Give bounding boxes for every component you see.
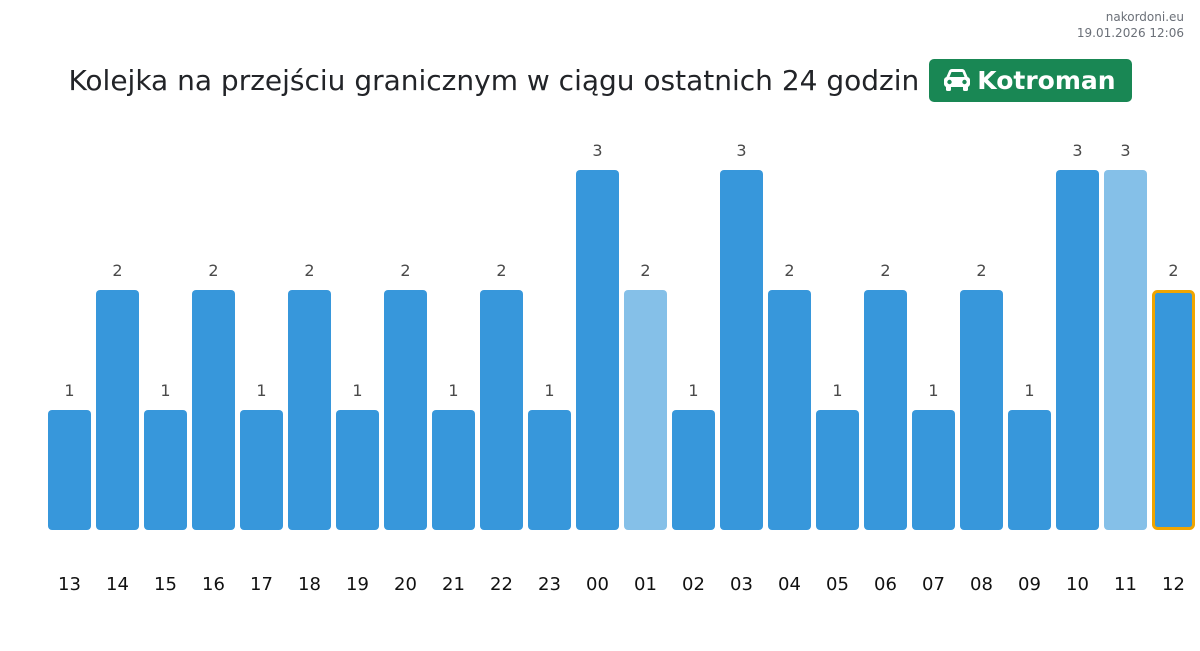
bar-00: [576, 170, 619, 530]
value-label-17: 1: [256, 381, 266, 400]
value-label-09: 1: [1024, 381, 1034, 400]
tick-label-13: 13: [58, 574, 81, 595]
bar-17: [240, 410, 283, 530]
tick-label-20: 20: [394, 574, 417, 595]
bar-02: [672, 410, 715, 530]
bar-18: [288, 290, 331, 530]
tick-label-05: 05: [826, 574, 849, 595]
bar-05: [816, 410, 859, 530]
bar-10: [1056, 170, 1099, 530]
value-label-02: 1: [688, 381, 698, 400]
value-label-07: 1: [928, 381, 938, 400]
value-label-13: 1: [64, 381, 74, 400]
tick-label-22: 22: [490, 574, 513, 595]
bar-07: [912, 410, 955, 530]
bar-19: [336, 410, 379, 530]
value-label-01: 2: [640, 261, 650, 280]
value-label-16: 2: [208, 261, 218, 280]
bar-11: [1104, 170, 1147, 530]
bar-09: [1008, 410, 1051, 530]
tick-label-09: 09: [1018, 574, 1041, 595]
bar-04: [768, 290, 811, 530]
tick-label-10: 10: [1066, 574, 1089, 595]
tick-label-12: 12: [1162, 574, 1185, 595]
bar-03: [720, 170, 763, 530]
bar-13: [48, 410, 91, 530]
bar-22: [480, 290, 523, 530]
badge-label: Kotroman: [977, 65, 1116, 95]
tick-label-00: 00: [586, 574, 609, 595]
bar-01: [624, 290, 667, 530]
tick-label-17: 17: [250, 574, 273, 595]
tick-label-11: 11: [1114, 574, 1137, 595]
tick-label-02: 02: [682, 574, 705, 595]
tick-label-01: 01: [634, 574, 657, 595]
source-info: nakordoni.eu 19.01.2026 12:06: [1077, 9, 1184, 41]
tick-label-18: 18: [298, 574, 321, 595]
value-label-19: 1: [352, 381, 362, 400]
tick-label-16: 16: [202, 574, 225, 595]
value-label-10: 3: [1072, 141, 1082, 160]
source-timestamp: 19.01.2026 12:06: [1076, 26, 1184, 40]
value-label-00: 3: [592, 141, 602, 160]
car-icon: [944, 69, 971, 91]
value-label-14: 2: [112, 261, 122, 280]
chart-title: Kolejka na przejściu granicznym w ciągu …: [68, 63, 920, 97]
tick-label-04: 04: [778, 574, 801, 595]
tick-label-21: 21: [442, 574, 465, 595]
bar-20: [384, 290, 427, 530]
value-label-15: 1: [160, 381, 170, 400]
bar-08: [960, 290, 1003, 530]
bar-12: [1152, 290, 1195, 530]
bar-15: [144, 410, 187, 530]
value-label-06: 2: [880, 261, 890, 280]
value-label-20: 2: [400, 261, 410, 280]
chart-header: Kolejka na przejściu granicznym w ciągu …: [0, 58, 1200, 102]
value-label-22: 2: [496, 261, 506, 280]
tick-label-19: 19: [346, 574, 369, 595]
value-label-23: 1: [544, 381, 554, 400]
tick-label-23: 23: [538, 574, 561, 595]
tick-label-15: 15: [154, 574, 177, 595]
source-site: nakordoni.eu: [1105, 10, 1184, 24]
value-label-12: 2: [1168, 261, 1178, 280]
value-label-05: 1: [832, 381, 842, 400]
value-label-11: 3: [1120, 141, 1130, 160]
tick-label-14: 14: [106, 574, 129, 595]
tick-label-07: 07: [922, 574, 945, 595]
bar-21: [432, 410, 475, 530]
value-label-18: 2: [304, 261, 314, 280]
value-label-04: 2: [784, 261, 794, 280]
bar-16: [192, 290, 235, 530]
value-label-08: 2: [976, 261, 986, 280]
value-label-21: 1: [448, 381, 458, 400]
border-crossing-badge: Kotroman: [929, 58, 1132, 102]
tick-label-08: 08: [970, 574, 993, 595]
bar-14: [96, 290, 139, 530]
bar-23: [528, 410, 571, 530]
bar-06: [864, 290, 907, 530]
tick-label-06: 06: [874, 574, 897, 595]
value-label-03: 3: [736, 141, 746, 160]
tick-label-03: 03: [730, 574, 753, 595]
